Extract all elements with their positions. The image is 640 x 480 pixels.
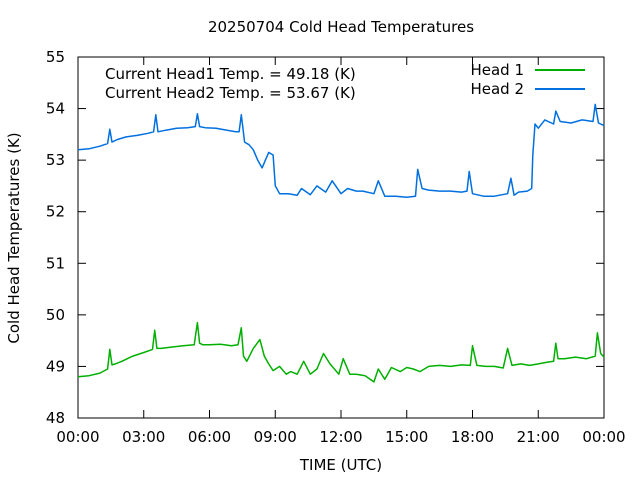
x-axis: 00:00 03:00 06:00 09:00 12:00 15:00 18:00 21:00… (56, 57, 626, 446)
y-tick-label: 53 (46, 151, 65, 169)
annotation-head2: Current Head2 Temp. = 53.67 (K) (105, 84, 356, 102)
legend-label-head-1: Head 1 (470, 61, 524, 79)
y-tick-label: 51 (46, 254, 65, 272)
x-tick-label: 21:00 (517, 428, 560, 446)
y-tick-label: 50 (46, 306, 65, 324)
annotation-head1: Current Head1 Temp. = 49.18 (K) (105, 65, 356, 83)
x-axis-label: TIME (UTC) (299, 456, 382, 474)
x-tick-label: 03:00 (122, 428, 165, 446)
legend-label-head-2: Head 2 (470, 80, 524, 98)
y-tick-label: 55 (46, 48, 65, 66)
series-layer (77, 103, 605, 383)
x-tick-label: 18:00 (451, 428, 494, 446)
y-tick-label: 52 (46, 203, 65, 221)
y-axis: 48 49 50 51 52 53 54 55 (46, 48, 604, 427)
x-tick-label: 09:00 (254, 428, 297, 446)
y-tick-label: 48 (46, 409, 65, 427)
x-tick-label: 06:00 (188, 428, 231, 446)
chart-title: 20250704 Cold Head Temperatures (208, 18, 474, 36)
x-tick-label: 00:00 (56, 428, 99, 446)
y-axis-label: Cold Head Temperatures (K) (5, 132, 23, 343)
x-tick-label: 15:00 (385, 428, 428, 446)
series-line-head-2 (77, 103, 605, 199)
y-tick-label: 49 (46, 357, 65, 375)
series-line-head-1 (77, 321, 605, 383)
x-tick-label: 12:00 (319, 428, 362, 446)
y-tick-label: 54 (46, 100, 65, 118)
x-tick-label: 00:00 (582, 428, 625, 446)
